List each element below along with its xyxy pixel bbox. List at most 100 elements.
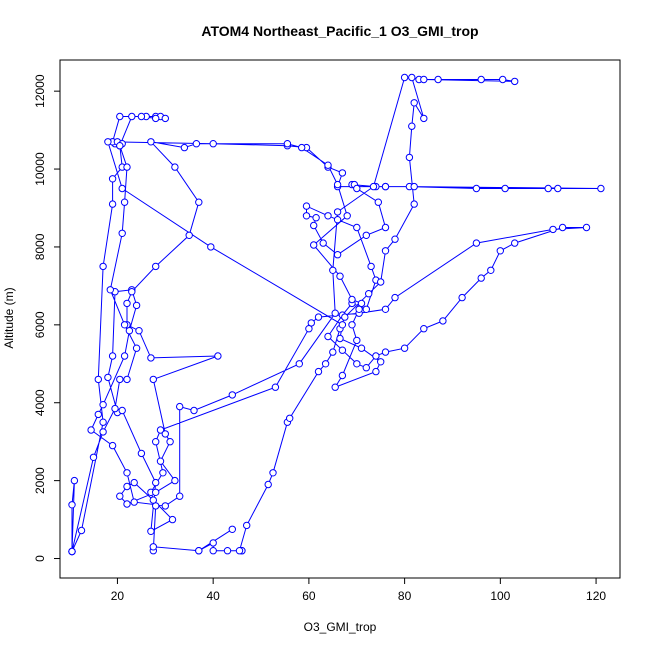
data-point	[108, 352, 117, 360]
data-point	[269, 469, 277, 477]
data-point	[400, 73, 409, 82]
x-tick-label: 120	[586, 589, 606, 603]
data-point	[420, 114, 428, 123]
data-point	[94, 410, 103, 419]
data-point	[410, 99, 418, 107]
data-point	[152, 262, 160, 271]
data-point	[123, 469, 131, 477]
data-point	[99, 262, 107, 271]
data-point	[549, 225, 557, 234]
data-point	[123, 482, 131, 491]
data-point	[207, 243, 215, 251]
data-point	[228, 391, 237, 399]
x-tick-label: 100	[490, 589, 510, 603]
data-point	[108, 441, 117, 450]
data-point	[362, 364, 370, 372]
data-point	[223, 547, 232, 555]
data-point	[209, 140, 217, 148]
data-point	[271, 383, 280, 391]
data-point	[149, 375, 158, 384]
y-axis-label: Altitude (m)	[2, 287, 16, 348]
data-point	[137, 112, 146, 121]
data-point	[367, 262, 375, 271]
data-point	[123, 375, 131, 384]
data-point	[152, 438, 160, 446]
data-point	[558, 223, 567, 232]
data-point	[336, 272, 344, 280]
data-point	[365, 290, 373, 298]
data-point	[381, 305, 390, 313]
data-point	[190, 406, 198, 415]
data-point	[161, 430, 170, 438]
data-point	[132, 344, 141, 352]
x-tick-label: 60	[302, 589, 316, 603]
data-point	[355, 305, 363, 313]
data-point	[68, 501, 76, 509]
y-tick-label: 6000	[33, 311, 47, 338]
data-point	[333, 208, 342, 216]
y-tick-label: 0	[33, 555, 47, 562]
data-point	[118, 184, 126, 193]
data-point	[235, 547, 244, 555]
data-point	[99, 401, 107, 409]
data-point	[108, 200, 117, 208]
data-point	[195, 547, 203, 555]
y-tick-label: 4000	[33, 389, 47, 416]
data-point	[372, 352, 380, 360]
data-point	[209, 539, 217, 547]
data-point	[192, 140, 201, 148]
data-point	[329, 266, 337, 274]
data-point	[420, 75, 428, 84]
data-point	[106, 286, 115, 294]
data-point	[477, 274, 485, 282]
data-point	[99, 428, 107, 436]
data-point	[331, 383, 339, 391]
data-point	[77, 526, 86, 535]
data-point	[89, 453, 98, 461]
data-point	[381, 348, 390, 356]
data-point	[338, 169, 347, 177]
data-point	[305, 325, 313, 333]
data-point	[156, 426, 165, 434]
data-point	[324, 212, 332, 220]
data-point	[310, 221, 318, 230]
data-point	[487, 266, 495, 274]
data-point	[176, 402, 184, 411]
data-point	[333, 180, 342, 189]
y-tick-label: 8000	[33, 233, 47, 260]
data-point	[391, 235, 399, 243]
data-point	[400, 344, 409, 352]
data-point	[123, 299, 131, 308]
data-point	[410, 200, 418, 208]
data-point	[458, 293, 466, 302]
data-point	[381, 182, 390, 191]
data-point	[410, 182, 418, 191]
data-point	[319, 239, 327, 247]
data-point	[353, 184, 361, 193]
data-point	[310, 241, 318, 249]
data-point	[338, 371, 347, 380]
data-point	[159, 469, 167, 477]
data-point	[171, 476, 179, 485]
data-point	[331, 309, 339, 317]
data-point	[333, 216, 342, 224]
data-point	[120, 198, 129, 206]
data-point	[108, 175, 117, 183]
data-point	[128, 288, 136, 296]
data-point	[377, 358, 385, 366]
y-axis: 0 2000 4000 6000 8000 10000 12000	[33, 74, 60, 562]
data-point	[472, 239, 481, 247]
data-point	[283, 140, 292, 148]
data-point	[597, 184, 605, 193]
data-point	[118, 229, 126, 238]
data-point	[302, 212, 311, 220]
data-point	[353, 336, 361, 345]
data-point	[161, 114, 170, 123]
data-point	[118, 406, 126, 415]
data-point	[152, 478, 160, 487]
data-point	[499, 75, 507, 84]
data-point	[185, 231, 193, 240]
data-point	[104, 373, 112, 382]
data-point	[149, 543, 158, 551]
data-point	[123, 500, 131, 508]
